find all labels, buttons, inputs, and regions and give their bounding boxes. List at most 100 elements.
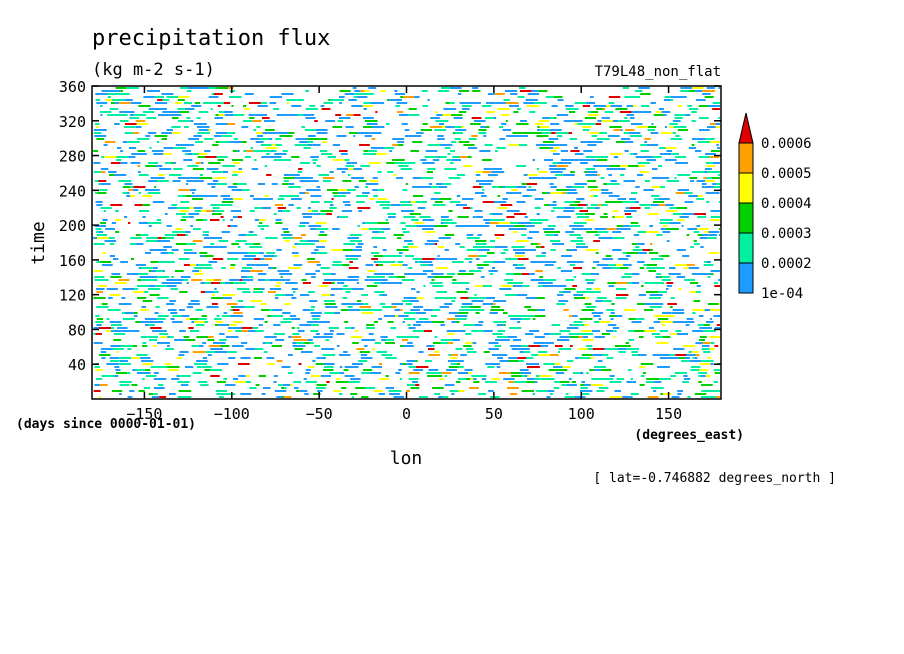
precip-cell	[307, 366, 314, 368]
precip-cell	[497, 195, 501, 197]
precip-cell	[209, 237, 222, 239]
precip-cell	[550, 261, 557, 263]
precip-cell	[341, 387, 347, 389]
precip-cell	[187, 153, 193, 155]
precip-cell	[299, 222, 310, 224]
precip-cell	[248, 102, 261, 104]
precip-cell	[343, 285, 348, 287]
precip-cell	[222, 297, 232, 299]
precip-cell	[573, 276, 577, 278]
precip-cell	[486, 246, 495, 248]
precip-cell	[114, 282, 127, 284]
precip-cell	[457, 273, 464, 275]
precip-cell	[345, 165, 354, 167]
precip-cell	[339, 216, 348, 218]
precip-cell	[276, 114, 287, 116]
precip-cell	[282, 237, 294, 239]
precip-cell	[670, 333, 677, 335]
precip-cell	[157, 240, 170, 242]
colorbar-label: 0.0006	[761, 136, 812, 152]
precip-cell	[275, 138, 282, 140]
precip-cell	[164, 213, 168, 215]
precip-cell	[664, 315, 675, 317]
precip-cell	[450, 363, 457, 365]
precip-cell	[180, 219, 186, 221]
precip-cell	[670, 99, 674, 101]
precip-cell	[294, 144, 308, 146]
precip-cell	[423, 186, 432, 188]
precip-cell	[431, 279, 435, 281]
precip-cell	[166, 252, 169, 254]
precip-cell	[513, 381, 527, 383]
precip-cell	[471, 117, 482, 119]
precip-cell	[466, 234, 474, 236]
precip-cell	[651, 195, 660, 197]
precip-cell	[383, 255, 396, 257]
precip-cell	[347, 174, 351, 176]
precip-cell	[306, 258, 316, 260]
precip-cell	[542, 117, 551, 119]
precip-cell	[311, 324, 319, 326]
precip-cell	[373, 273, 386, 275]
precip-cell	[93, 237, 97, 239]
precip-cell	[605, 201, 614, 203]
precip-cell	[539, 375, 552, 377]
precip-cell	[701, 390, 713, 392]
precip-cell	[316, 357, 321, 359]
precip-cell	[98, 327, 112, 329]
precip-cell	[682, 213, 695, 215]
precip-cell	[364, 345, 368, 347]
precip-cell	[257, 225, 269, 227]
precip-cell	[153, 189, 160, 191]
precip-cell	[167, 366, 180, 368]
precip-cell	[598, 237, 610, 239]
precip-cell	[237, 183, 247, 185]
precip-cell	[211, 297, 223, 299]
precip-cell	[593, 321, 600, 323]
precip-cell	[96, 204, 103, 206]
precip-cell	[651, 186, 661, 188]
precip-cell	[673, 213, 683, 215]
precip-cell	[564, 216, 571, 218]
precip-cell	[287, 354, 293, 356]
precip-cell	[215, 114, 219, 116]
precip-cell	[448, 354, 451, 356]
precip-cell	[286, 195, 300, 197]
precip-cell	[266, 153, 270, 155]
precip-cell	[698, 315, 704, 317]
precip-cell	[651, 123, 654, 125]
precip-cell	[518, 282, 523, 284]
precip-cell	[191, 321, 195, 323]
precip-cell	[126, 195, 131, 197]
precip-cell	[117, 147, 122, 149]
precip-cell	[291, 156, 300, 158]
precip-cell	[482, 171, 492, 173]
precip-cell	[222, 294, 235, 296]
precip-cell	[163, 147, 174, 149]
precip-cell	[659, 276, 662, 278]
precip-cell	[630, 393, 639, 395]
precip-cell	[425, 360, 432, 362]
precip-cell	[363, 303, 369, 305]
precip-cell	[507, 282, 519, 284]
precip-cell	[281, 366, 291, 368]
precip-cell	[132, 369, 136, 371]
precip-cell	[423, 309, 433, 311]
precip-cell	[288, 204, 294, 206]
precip-cell	[653, 390, 657, 392]
precip-cell	[210, 348, 223, 350]
precip-cell	[259, 138, 270, 140]
precip-cell	[315, 333, 320, 335]
precip-cell	[243, 105, 247, 107]
precip-cell	[555, 231, 560, 233]
precip-cell	[629, 396, 633, 398]
precip-cell	[299, 141, 308, 143]
precip-cell	[647, 126, 657, 128]
precip-cell	[531, 222, 541, 224]
precip-cell	[508, 144, 519, 146]
precip-cell	[412, 177, 422, 179]
precip-cell	[422, 258, 435, 260]
precip-cell	[218, 324, 230, 326]
precip-cell	[432, 309, 441, 311]
precip-cell	[522, 132, 533, 134]
